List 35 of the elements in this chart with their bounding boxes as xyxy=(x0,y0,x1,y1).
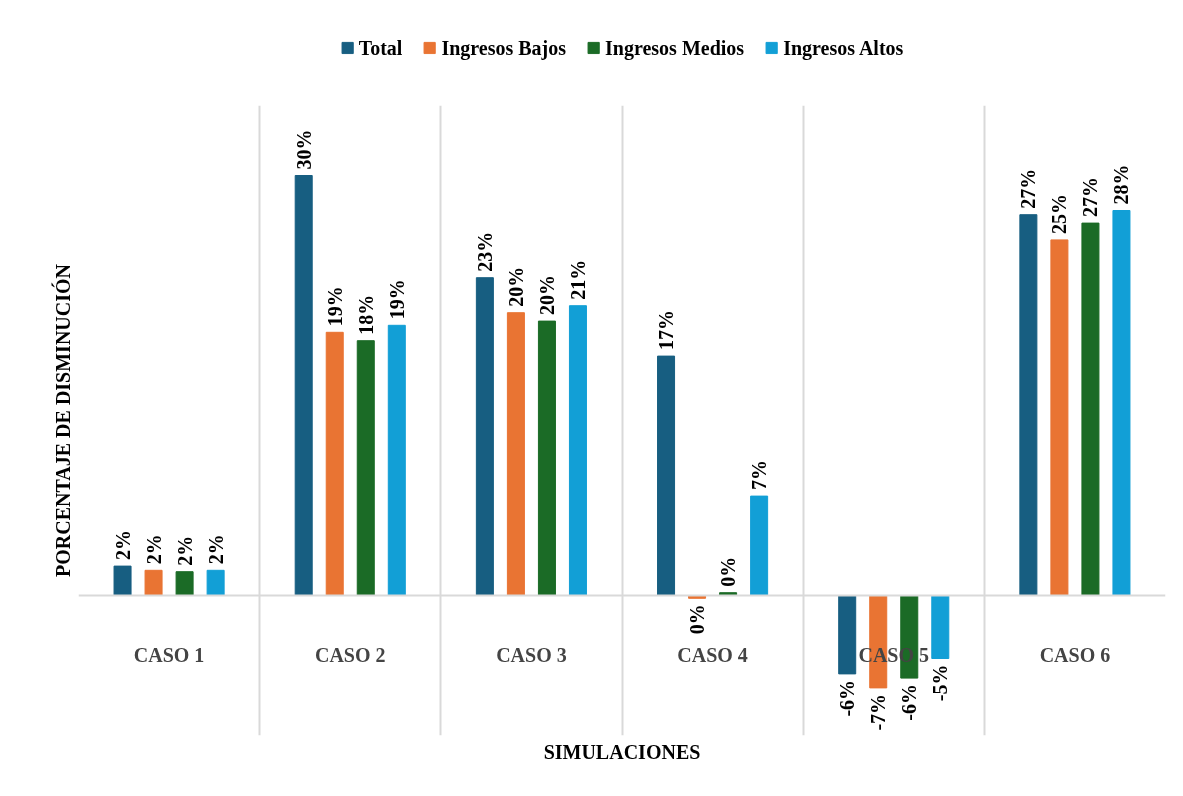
data-label: 30% xyxy=(292,129,315,170)
x-tick-label: CASO 1 xyxy=(133,643,205,666)
data-label: 0% xyxy=(686,604,709,635)
data-label: 23% xyxy=(473,231,496,272)
legend-label: Ingresos Bajos xyxy=(441,36,567,59)
data-label: 18% xyxy=(354,294,377,335)
x-axis-title: SIMULACIONES xyxy=(543,740,701,763)
data-label: 20% xyxy=(535,275,558,316)
data-label: 25% xyxy=(1048,193,1071,234)
legend-label: Total xyxy=(358,36,403,59)
x-tick-label: CASO 3 xyxy=(496,643,567,666)
legend-label: Ingresos Medios xyxy=(605,36,745,59)
data-label: -7% xyxy=(867,693,890,731)
data-label: -5% xyxy=(929,664,952,702)
legend-label: Ingresos Altos xyxy=(783,36,904,59)
data-label: 2% xyxy=(204,534,227,565)
data-label: 27% xyxy=(1017,168,1040,209)
data-label: 0% xyxy=(717,556,740,587)
data-label: 2% xyxy=(173,535,196,566)
data-label: 19% xyxy=(323,286,346,327)
data-label: 2% xyxy=(142,534,165,565)
data-label: 20% xyxy=(504,266,527,307)
x-tick-label: CASO 2 xyxy=(314,643,386,666)
data-label: -6% xyxy=(898,684,921,721)
data-label: 21% xyxy=(566,259,589,300)
data-label: 17% xyxy=(655,310,678,351)
data-label: 27% xyxy=(1079,177,1102,218)
x-tick-label: CASO 6 xyxy=(1039,643,1111,666)
x-tick-label: CASO 4 xyxy=(677,643,748,666)
data-label: 28% xyxy=(1110,164,1133,205)
data-label: 19% xyxy=(385,279,408,320)
data-label: 2% xyxy=(111,530,134,561)
data-label: 7% xyxy=(748,460,771,491)
data-label: -6% xyxy=(836,679,859,717)
y-axis-title: PORCENTAJE DE DISMINUCIÓN xyxy=(50,263,74,577)
